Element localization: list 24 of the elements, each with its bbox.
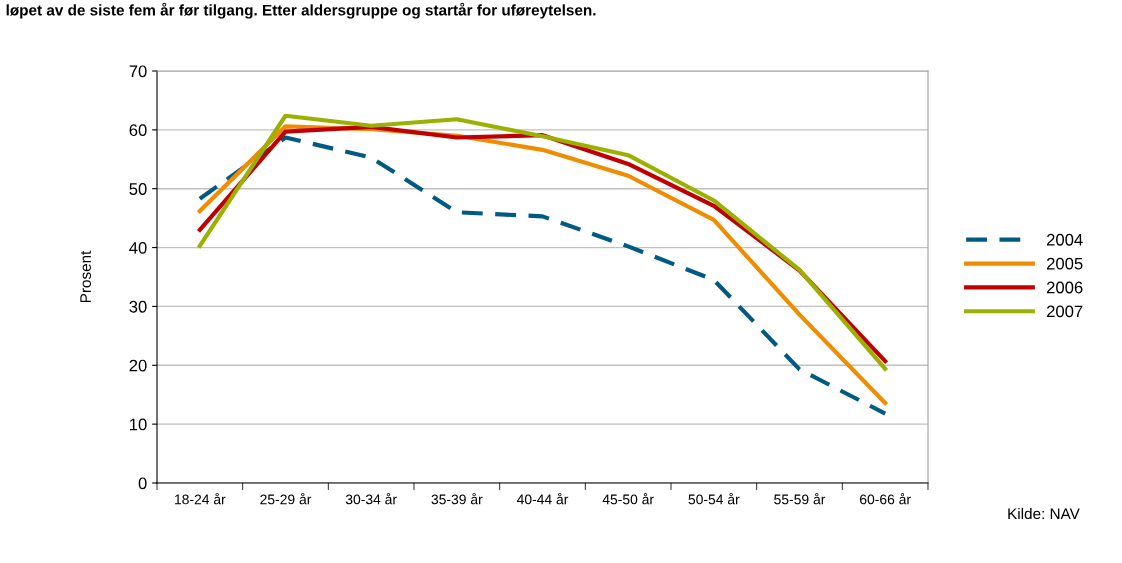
x-tick-label: 45-50 år: [602, 492, 654, 505]
y-tick-label: 0: [138, 477, 147, 490]
y-tick-label: 40: [129, 241, 147, 254]
legend-label: 2007: [1046, 305, 1083, 318]
y-tick-label: 70: [129, 65, 147, 78]
y-tick-label: 20: [129, 359, 147, 372]
x-tick-label: 60-66 år: [860, 492, 911, 505]
x-tick-label: 35-39 år: [431, 492, 483, 505]
x-tick-label: 30-34 år: [345, 492, 397, 505]
y-tick-label: 50: [129, 183, 147, 195]
text: Kilde: NAV: [1008, 507, 1080, 520]
y-axis-title: Prosent: [80, 250, 91, 303]
x-tick-label: 18-24 år: [175, 492, 226, 505]
y-tick-label: 30: [129, 300, 147, 313]
chart-title: løpet av de siste fem år før tilgang. Etter aldersgruppe og startår for uføreytelsen.: [6, 2, 596, 19]
legend-label: 2004: [1046, 233, 1083, 246]
legend-label: 2005: [1046, 257, 1083, 270]
x-tick-label: 55-59 år: [774, 492, 826, 505]
y-tick-label: 60: [129, 124, 147, 137]
x-tick-label: 40-44 år: [516, 492, 569, 505]
x-tick-label: 50-54 år: [688, 492, 740, 505]
legend-label: 2006: [1046, 281, 1083, 294]
y-tick-label: 10: [130, 418, 147, 431]
x-tick-label: 25-29 år: [260, 492, 312, 505]
